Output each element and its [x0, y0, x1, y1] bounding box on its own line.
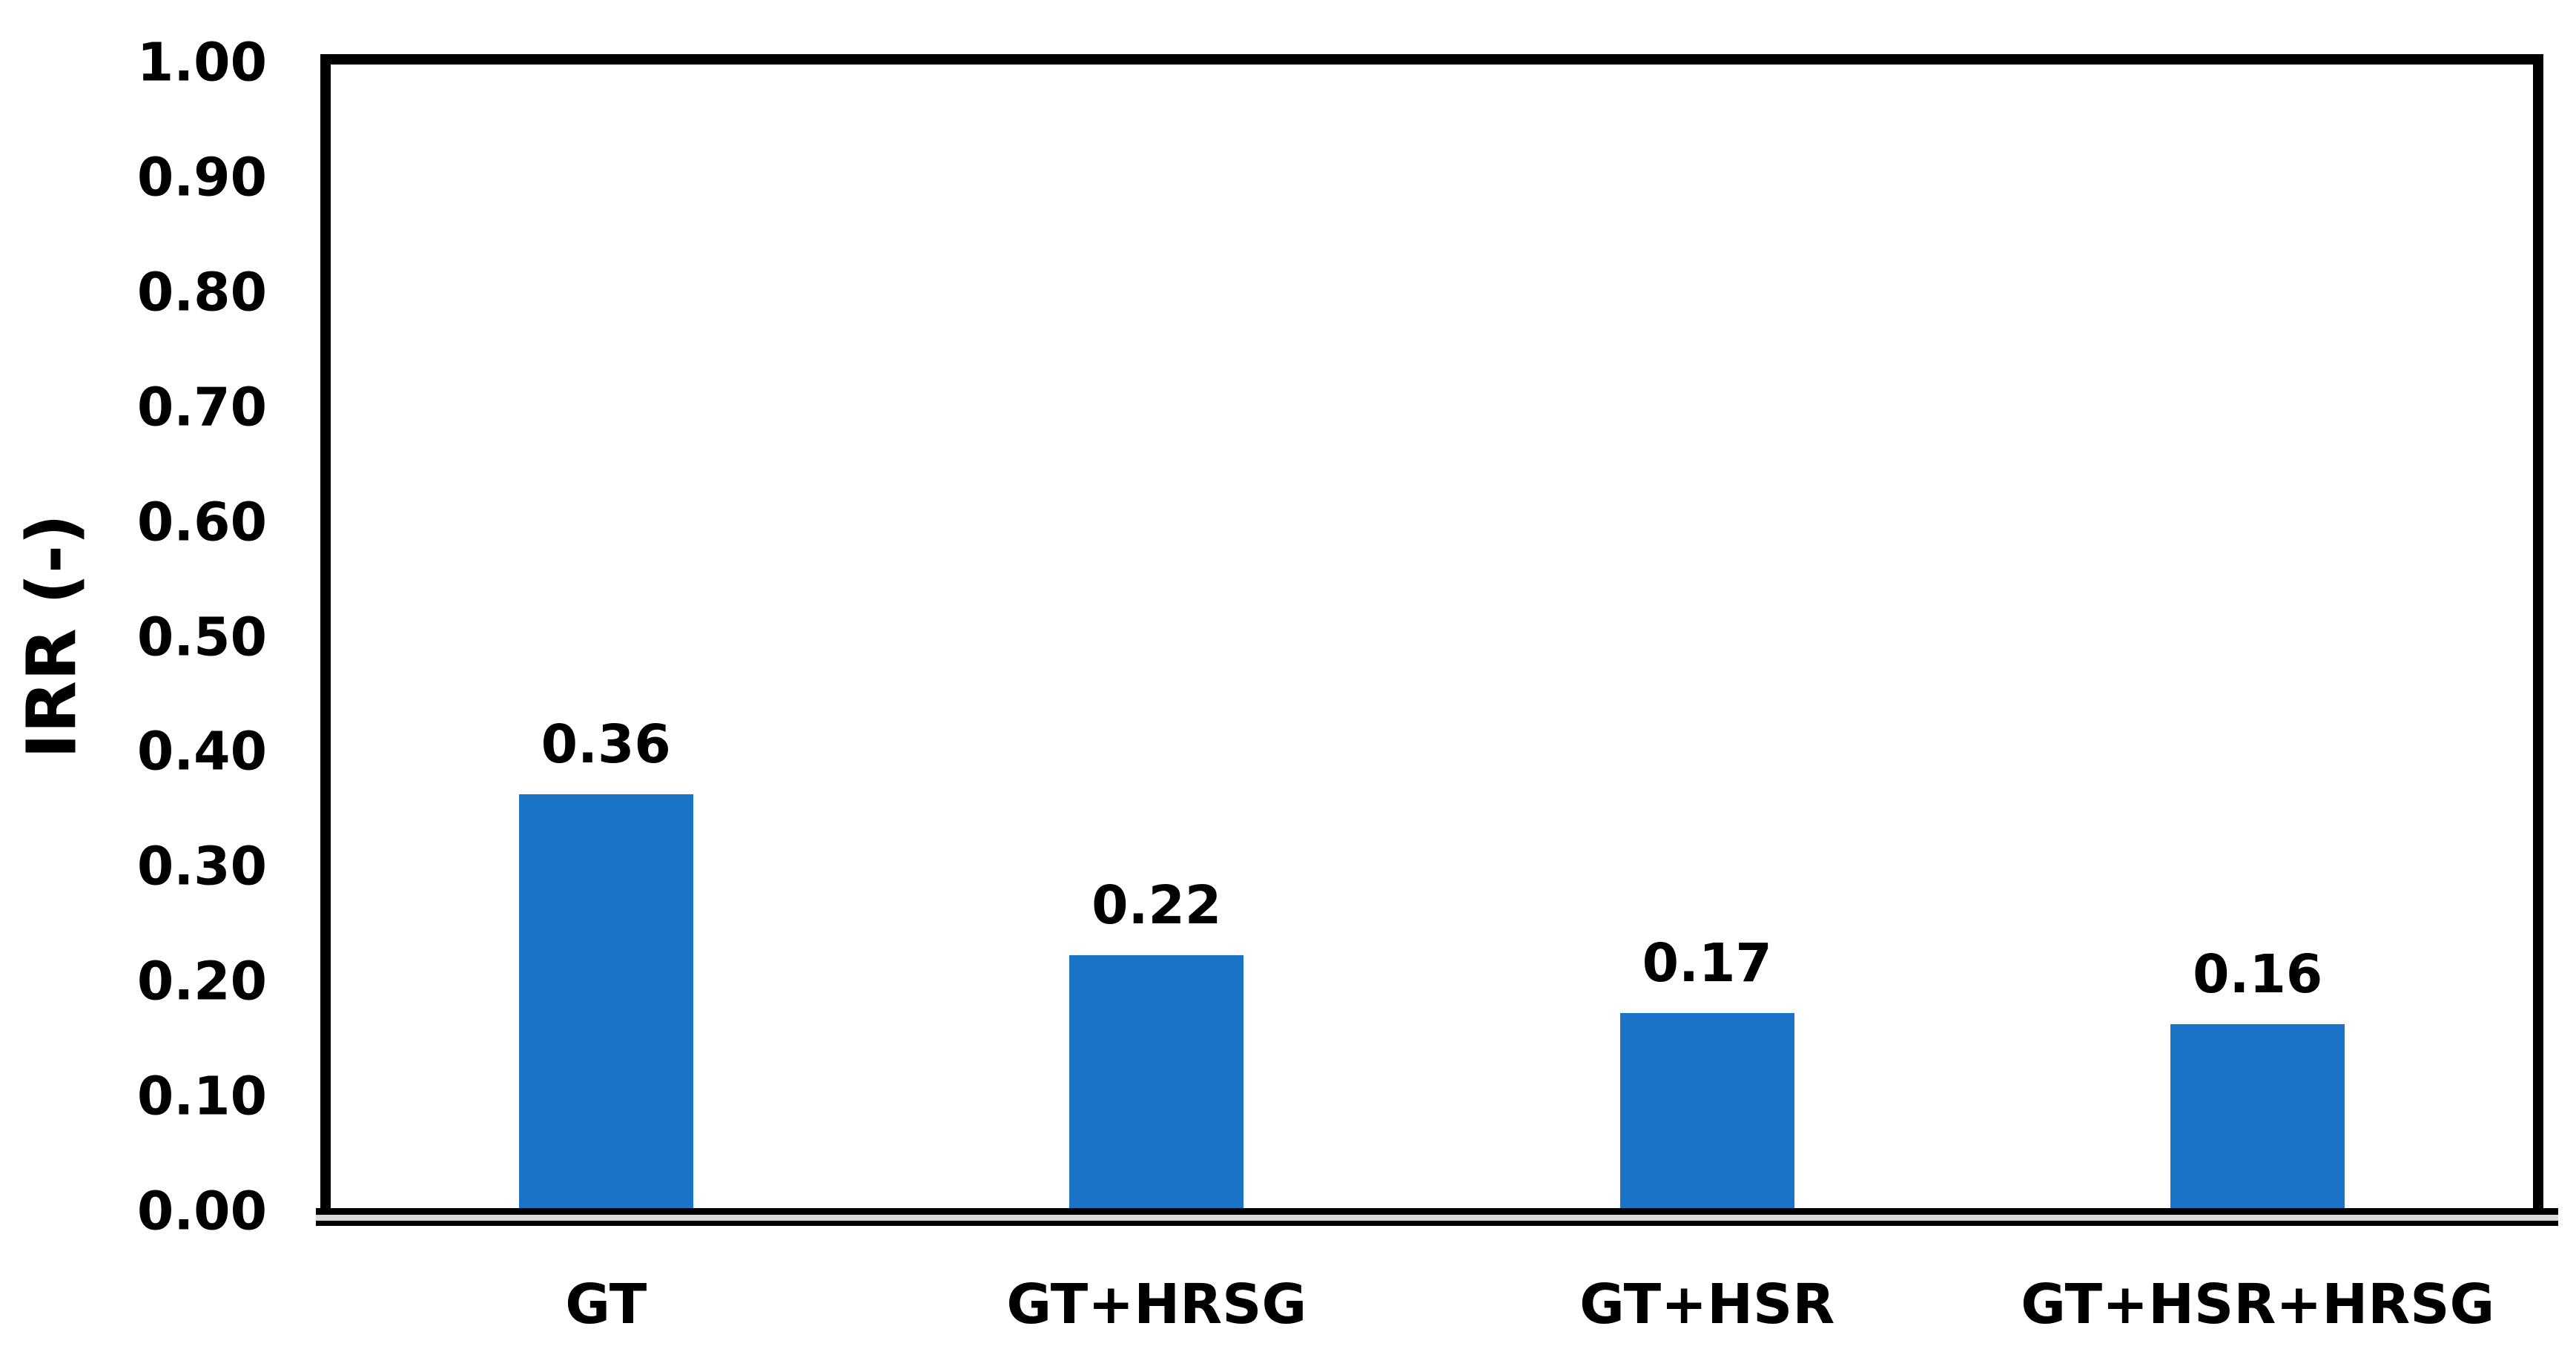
y-tick-label: 0.40 [136, 720, 267, 782]
y-tick-label: 0.50 [136, 606, 267, 667]
y-tick-label: 0.80 [136, 261, 267, 323]
y-tick-label: 0.90 [136, 146, 267, 208]
x-category-label: GT+HRSG [1006, 1273, 1307, 1336]
x-category-label: GT [565, 1273, 647, 1336]
y-axis-title: IRR (-) [12, 513, 92, 759]
bar [518, 794, 693, 1208]
x-axis-line-gap [316, 1215, 2558, 1221]
bar [2170, 1024, 2345, 1208]
y-tick-label: 0.20 [136, 950, 267, 1012]
bar-value-label: 0.17 [1642, 932, 1772, 994]
bar [1069, 955, 1244, 1208]
y-tick-label: 0.00 [136, 1180, 267, 1242]
y-tick-label: 0.60 [136, 491, 267, 553]
y-tick-label: 1.00 [136, 31, 267, 93]
bar-value-label: 0.16 [2193, 943, 2323, 1005]
bar [1619, 1013, 1794, 1208]
bar-value-label: 0.36 [541, 713, 671, 775]
y-tick-label: 0.10 [136, 1065, 267, 1127]
x-category-label: GT+HSR+HRSG [2021, 1273, 2495, 1336]
y-tick-label: 0.70 [136, 376, 267, 438]
y-tick-label: 0.30 [136, 835, 267, 897]
x-axis-line-secondary [316, 1221, 2558, 1226]
x-category-label: GT+HSR [1579, 1273, 1835, 1336]
x-axis-line-primary [316, 1208, 2558, 1215]
bar-value-label: 0.22 [1092, 874, 1222, 936]
